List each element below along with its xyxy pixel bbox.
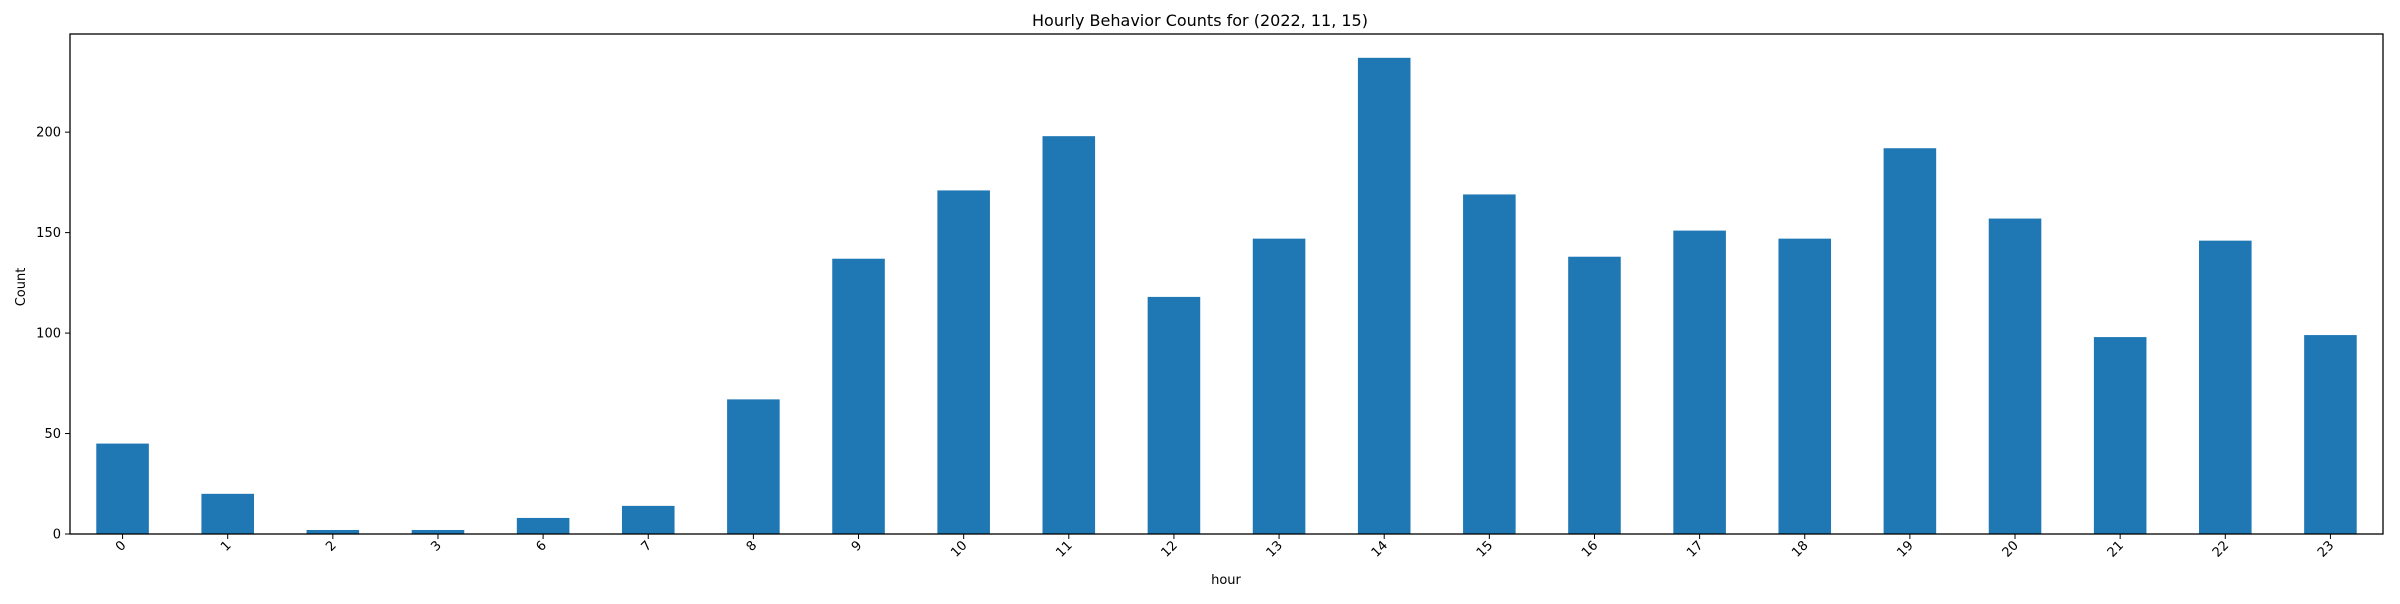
y-axis-label: Count: [14, 268, 29, 307]
bar-hour-1: [201, 493, 254, 534]
x-axis-ticks: 0 1 2 3 6 7 8 9 10 11 12 13 14 15 16 17 18 19 20 21 22 23: [113, 534, 2337, 561]
bar-hour-3: [411, 529, 465, 534]
bar-hour-12: [1147, 296, 1201, 534]
bar-hour-16: [1568, 256, 1621, 534]
y-tick-label: 0: [53, 528, 61, 543]
bar-hour-8: [727, 399, 780, 534]
bar-hour-10: [937, 190, 990, 535]
bar-hour-19: [1883, 148, 1937, 535]
x-axis-label: hour: [1211, 573, 1241, 588]
bar-hour-9: [832, 258, 885, 534]
bar-hour-22: [2199, 240, 2252, 534]
bar-hour-0: [96, 443, 149, 534]
bar-hour-23: [2304, 335, 2357, 534]
bar-hour-11: [1042, 136, 1096, 535]
bar-hour-21: [2093, 337, 2147, 534]
bar-hour-7: [621, 505, 675, 534]
y-axis-ticks: 0 50 100 150 200: [36, 126, 70, 543]
bar-hour-15: [1463, 194, 1516, 534]
y-tick-label: 200: [36, 126, 61, 141]
bar-hour-17: [1673, 230, 1726, 534]
bar-hour-6: [516, 517, 570, 534]
bar-hour-2: [306, 529, 360, 534]
bar-hour-13: [1252, 238, 1306, 534]
chart-title: Hourly Behavior Counts for (2022, 11, 15…: [1032, 11, 1368, 30]
y-tick-label: 50: [44, 427, 61, 442]
bar-hour-20: [1988, 218, 2042, 535]
y-tick-label: 100: [36, 327, 61, 342]
bars-layer: [96, 57, 2357, 535]
y-tick-label: 150: [36, 226, 61, 241]
axes-frame: [69, 33, 2384, 535]
bar-hour-14: [1357, 57, 1411, 535]
bar-hour-18: [1778, 238, 1832, 534]
